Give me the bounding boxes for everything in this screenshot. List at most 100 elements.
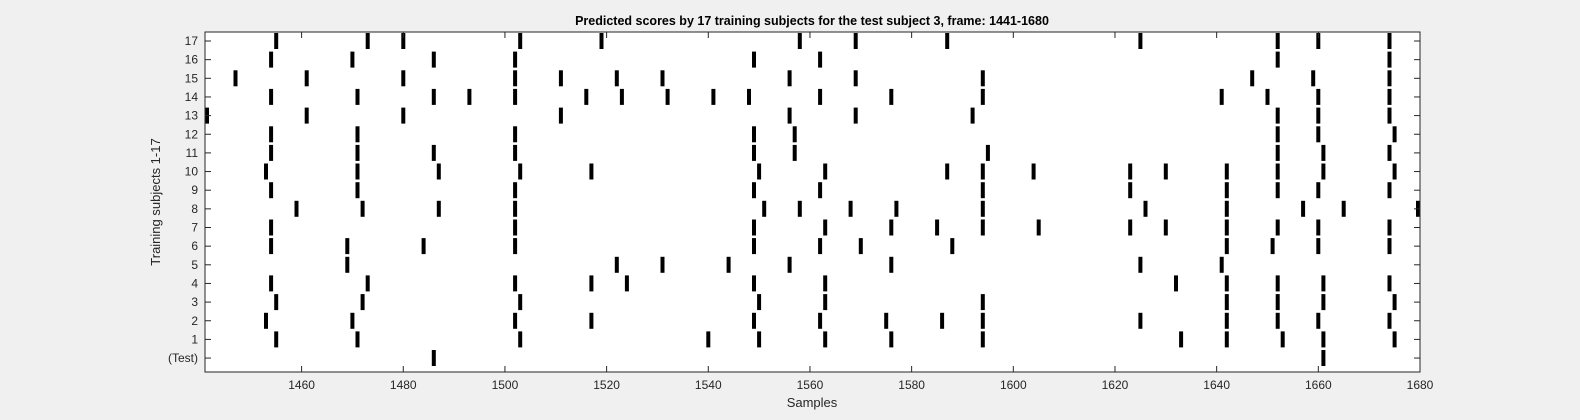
y-tick-label: 1 — [191, 332, 198, 346]
mark-row-9-8 — [1275, 182, 1280, 199]
mark-row-12-3 — [752, 126, 756, 143]
mark-row-4-11 — [1387, 275, 1392, 292]
y-tick-label: 16 — [185, 53, 199, 67]
mark-row-7-9 — [1163, 219, 1168, 236]
mark-row-8-7 — [894, 200, 899, 217]
mark-row-3-0 — [274, 294, 279, 311]
mark-row-11-9 — [1387, 144, 1392, 161]
y-tick-label: 10 — [185, 165, 199, 179]
mark-row-5-3 — [726, 256, 731, 273]
mark-row-2-11 — [1275, 312, 1280, 329]
y-tick-label: 5 — [191, 258, 198, 272]
mark-row-1-5 — [823, 331, 828, 348]
y-tick-label: 11 — [186, 146, 199, 160]
mark-row-7-8 — [1128, 219, 1133, 236]
mark-row-7-2 — [752, 219, 756, 236]
mark-row-9-0 — [269, 182, 274, 199]
mark-row-16-5 — [818, 51, 823, 68]
mark-row-12-0 — [269, 126, 274, 143]
mark-row-15-9 — [980, 70, 985, 87]
mark-row-2-6 — [884, 312, 889, 329]
mark-row-9-4 — [818, 182, 823, 199]
mark-row-13-6 — [970, 107, 975, 124]
mark-row-17-11 — [1387, 33, 1392, 49]
mark-row-10-0 — [264, 163, 268, 180]
mark-row-17-5 — [797, 33, 802, 49]
mark-row-16-6 — [1275, 51, 1280, 68]
mark-row-1-11 — [1321, 331, 1326, 348]
mark-row-9-1 — [355, 182, 360, 199]
mark-row-12-6 — [1316, 126, 1321, 143]
mark-row-3-2 — [518, 294, 523, 311]
x-tick-label: 1680 — [1407, 378, 1434, 392]
mark-row-13-4 — [787, 107, 792, 124]
mark-row-0-0 — [431, 350, 436, 366]
mark-row-14-12 — [980, 88, 985, 105]
mark-row-10-4 — [589, 163, 594, 180]
mark-row-2-3 — [589, 312, 594, 329]
mark-row-2-2 — [513, 312, 518, 329]
mark-row-10-10 — [1128, 163, 1133, 180]
y-tick-label: 4 — [191, 276, 198, 290]
mark-row-10-11 — [1163, 163, 1168, 180]
mark-row-14-4 — [513, 88, 518, 105]
mark-row-13-7 — [1275, 107, 1280, 124]
mark-row-8-3 — [513, 200, 518, 217]
mark-row-14-9 — [747, 88, 751, 105]
mark-row-6-6 — [858, 238, 863, 255]
mark-row-9-6 — [1128, 182, 1133, 199]
mark-row-17-6 — [853, 33, 858, 49]
y-tick-label: 6 — [191, 239, 198, 253]
mark-row-6-0 — [269, 238, 274, 255]
mark-row-6-2 — [421, 238, 426, 255]
mark-row-7-5 — [935, 219, 940, 236]
mark-row-13-1 — [304, 107, 309, 124]
mark-row-4-0 — [269, 275, 274, 292]
mark-row-17-10 — [1316, 33, 1321, 49]
mark-row-15-12 — [1387, 70, 1392, 87]
mark-row-13-5 — [853, 107, 858, 124]
mark-row-8-0 — [294, 200, 299, 217]
mark-row-7-0 — [269, 219, 274, 236]
mark-row-10-5 — [757, 163, 762, 180]
mark-row-10-14 — [1321, 163, 1326, 180]
mark-row-1-2 — [518, 331, 523, 348]
mark-row-7-3 — [823, 219, 828, 236]
y-axis-title: Training subjects 1-17 — [148, 138, 163, 265]
plot-frame — [204, 31, 1421, 373]
mark-row-7-10 — [1224, 219, 1229, 236]
x-tick-label: 1660 — [1305, 378, 1332, 392]
mark-row-14-15 — [1316, 88, 1321, 105]
mark-row-5-4 — [787, 256, 792, 273]
mark-row-6-4 — [752, 238, 756, 255]
mark-row-3-6 — [1224, 294, 1229, 311]
mark-row-2-5 — [818, 312, 823, 329]
mark-row-8-4 — [762, 200, 767, 217]
mark-row-5-5 — [889, 256, 894, 273]
mark-row-17-3 — [518, 33, 523, 49]
mark-row-3-3 — [757, 294, 762, 311]
mark-row-15-3 — [513, 70, 518, 87]
mark-row-10-3 — [518, 163, 523, 180]
mark-row-11-4 — [752, 144, 756, 161]
mark-row-15-2 — [401, 70, 406, 87]
mark-row-9-7 — [1224, 182, 1229, 199]
mark-row-3-4 — [823, 294, 828, 311]
mark-row-11-0 — [269, 144, 274, 161]
x-tick-label: 1560 — [797, 378, 824, 392]
x-tick-label: 1540 — [695, 378, 722, 392]
mark-row-4-2 — [513, 275, 518, 292]
mark-row-6-5 — [818, 238, 823, 255]
mark-row-11-8 — [1321, 144, 1326, 161]
y-tick-label: 9 — [191, 183, 198, 197]
mark-row-10-12 — [1224, 163, 1229, 180]
mark-row-1-9 — [1224, 331, 1229, 348]
mark-row-4-7 — [1174, 275, 1178, 292]
mark-row-14-2 — [431, 88, 436, 105]
mark-row-14-14 — [1265, 88, 1270, 105]
mark-row-7-1 — [513, 219, 518, 236]
y-tick-label: (Test) — [168, 351, 198, 365]
mark-row-11-3 — [513, 144, 518, 161]
mark-row-6-8 — [1224, 238, 1229, 255]
